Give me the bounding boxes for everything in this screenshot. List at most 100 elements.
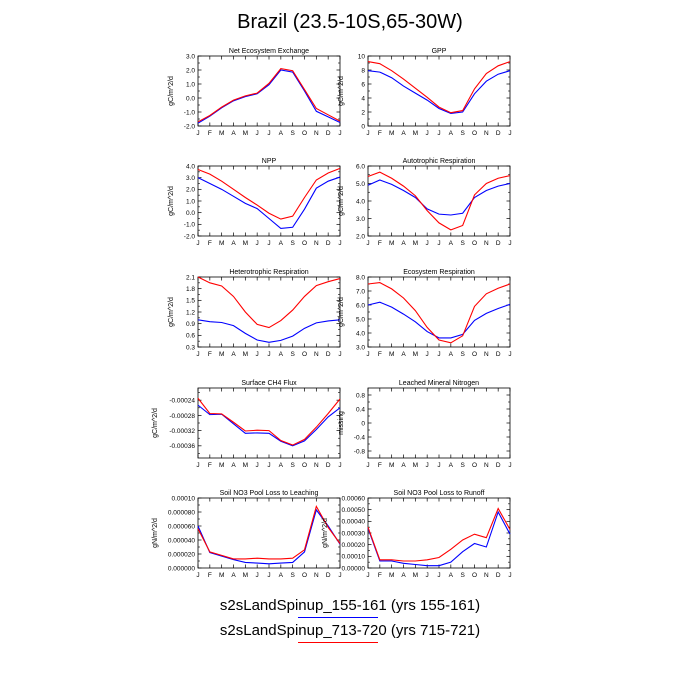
x-tick-label: S: [460, 240, 465, 247]
series-line-2: [367, 171, 511, 231]
x-tick-label: J: [426, 240, 429, 247]
y-tick-label: 2.0: [186, 187, 195, 194]
x-tick-label: J: [508, 130, 511, 137]
x-tick-label: A: [231, 240, 236, 247]
x-tick-label: F: [208, 130, 212, 137]
y-tick-label: 0.00020: [342, 542, 366, 549]
y-tick-label: -2.0: [184, 123, 196, 130]
x-tick-label: M: [219, 351, 224, 358]
x-tick-label: S: [290, 351, 295, 358]
x-tick-label: J: [338, 240, 341, 247]
x-tick-label: J: [196, 130, 199, 137]
y-tick-label: -2.0: [184, 233, 196, 240]
y-tick-label: 0: [361, 420, 365, 427]
y-tick-label: 4.0: [356, 330, 365, 337]
x-tick-label: M: [413, 462, 418, 469]
legend-entry-2: s2sLandSpinup_713-720 (yrs 715-721): [219, 622, 481, 639]
x-tick-label: J: [366, 351, 369, 358]
x-tick-label: O: [472, 351, 477, 358]
x-tick-label: N: [484, 130, 489, 137]
x-tick-label: J: [256, 572, 259, 579]
x-tick-label: J: [426, 462, 429, 469]
x-tick-label: M: [219, 240, 224, 247]
y-tick-label: 3.0: [356, 344, 365, 351]
chart-panel-7: Surface CH4 Flux gC/m^2/d -0.00024 -0.00028…: [152, 380, 342, 469]
x-tick-label: A: [449, 240, 454, 247]
y-tick-label: 0.00050: [342, 507, 366, 514]
y-tick-label: 1.2: [186, 309, 195, 316]
x-tick-label: O: [472, 572, 477, 579]
y-tick-label: 0.00040: [342, 519, 366, 526]
y-tick-label: -0.4: [354, 434, 366, 441]
y-tick-label: 0.00030: [342, 530, 366, 537]
x-tick-label: D: [496, 462, 501, 469]
chart-panel-1: Net Ecosystem Exchange gC/m^2/d -2.0 -1.0 0.…: [168, 48, 342, 137]
y-axis-label: gC/m^2/d: [168, 186, 175, 216]
y-tick-label: 0.4: [356, 406, 365, 413]
x-tick-label: F: [378, 240, 382, 247]
x-tick-label: S: [460, 130, 465, 137]
x-tick-label: M: [219, 462, 224, 469]
y-tick-label: 0.00010: [342, 554, 366, 561]
x-tick-label: J: [366, 130, 369, 137]
x-tick-label: A: [279, 130, 284, 137]
x-tick-label: J: [437, 351, 440, 358]
x-tick-label: M: [413, 130, 418, 137]
y-tick-label: 0.00060: [342, 495, 366, 502]
x-tick-label: D: [326, 572, 331, 579]
plot-frame: [367, 387, 511, 459]
y-tick-label: 5.0: [356, 316, 365, 323]
x-tick-label: O: [472, 462, 477, 469]
x-tick-label: S: [460, 572, 465, 579]
x-tick-label: J: [267, 351, 270, 358]
x-tick-label: M: [389, 130, 394, 137]
x-tick-label: N: [484, 462, 489, 469]
chart-panel-8: Leached Mineral Nitrogen missing -0.8 -0.4 0…: [338, 380, 512, 469]
x-tick-label: F: [378, 462, 382, 469]
y-axis-label: gC/m^2/d: [338, 186, 345, 216]
x-tick-label: A: [449, 351, 454, 358]
x-tick-label: J: [196, 462, 199, 469]
y-tick-label: 3.0: [186, 53, 195, 60]
x-tick-label: A: [279, 240, 284, 247]
x-tick-label: J: [196, 572, 199, 579]
x-tick-label: N: [314, 572, 319, 579]
chart-title: Heterotrophic Respiration: [229, 269, 308, 276]
x-tick-label: M: [389, 240, 394, 247]
x-tick-label: S: [290, 462, 295, 469]
chart-panel-9: Soil NO3 Pool Loss to Leaching gN/m^2/d 0.…: [152, 490, 342, 579]
y-tick-label: -0.00032: [169, 428, 195, 435]
x-tick-label: A: [231, 572, 236, 579]
y-tick-label: 0.00010: [172, 495, 196, 502]
y-tick-label: 8.0: [356, 274, 365, 281]
x-tick-label: S: [460, 351, 465, 358]
series-line-2: [197, 68, 341, 123]
x-tick-label: M: [413, 572, 418, 579]
series-line-2: [367, 507, 511, 562]
x-tick-label: O: [302, 240, 307, 247]
y-tick-label: 0.0: [186, 95, 195, 102]
y-axis-label: gC/m^2/d: [152, 408, 159, 438]
chart-title: Leached Mineral Nitrogen: [399, 380, 479, 387]
x-tick-label: J: [437, 130, 440, 137]
plot-frame: [197, 165, 341, 237]
y-tick-label: 0.000080: [168, 509, 195, 516]
series-line-1: [197, 319, 341, 343]
x-tick-label: J: [426, 130, 429, 137]
plot-frame: [367, 55, 511, 127]
x-tick-label: M: [243, 462, 248, 469]
y-axis-label: gC/m^2/d: [168, 76, 175, 106]
series-line-2: [197, 167, 341, 220]
x-tick-label: J: [256, 130, 259, 137]
y-tick-label: 0.9: [186, 321, 195, 328]
series-line-2: [367, 282, 511, 344]
chart-title: GPP: [432, 48, 447, 55]
x-tick-label: A: [279, 462, 284, 469]
x-tick-label: N: [484, 240, 489, 247]
x-tick-label: J: [508, 240, 511, 247]
y-tick-label: 10: [358, 53, 366, 60]
y-axis-label: gC/m^2/d: [338, 76, 345, 106]
series-line-1: [197, 404, 341, 447]
x-tick-label: N: [314, 351, 319, 358]
